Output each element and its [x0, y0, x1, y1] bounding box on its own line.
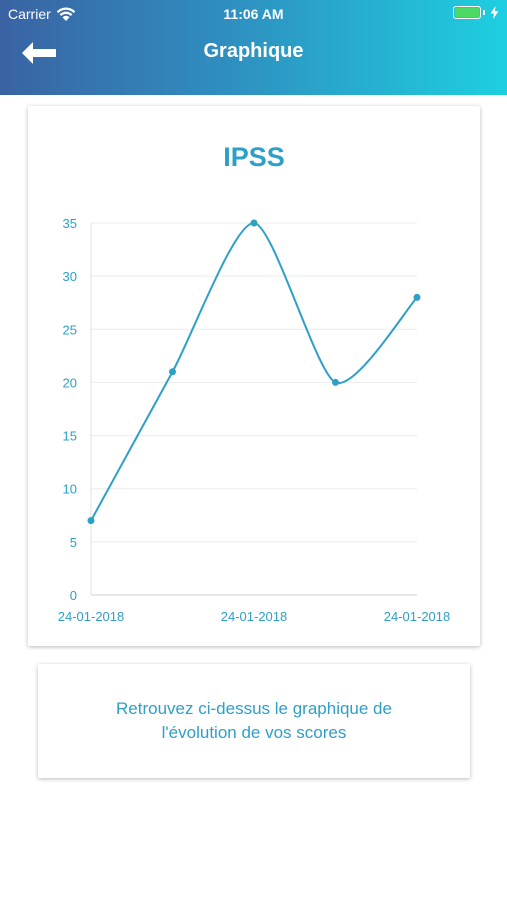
series-line — [90, 221, 418, 522]
chart-card: IPSS 0 5 10 15 20 25 30 35 24-01-2018 24-01-2018 2… — [28, 106, 480, 646]
data-point — [87, 517, 95, 525]
app-header: Carrier 11:06 AM Graphique — [0, 0, 507, 95]
y-tick-label: 0 — [70, 588, 77, 603]
status-bar: Carrier 11:06 AM — [0, 0, 507, 28]
back-button[interactable] — [20, 40, 60, 66]
battery-level-fill — [455, 8, 479, 17]
arrow-left-icon — [22, 42, 56, 64]
status-time: 11:06 AM — [223, 6, 284, 22]
data-point — [250, 219, 258, 227]
carrier-label: Carrier — [8, 6, 51, 22]
y-tick-label: 5 — [70, 535, 77, 550]
x-tick-label: 24-01-2018 — [221, 609, 288, 624]
battery-indicator — [453, 6, 499, 19]
charging-bolt-icon — [490, 6, 499, 19]
y-tick-label: 25 — [63, 322, 77, 337]
info-card: Retrouvez ci-dessus le graphique de l'év… — [38, 664, 470, 778]
carrier-group: Carrier — [8, 6, 76, 22]
page-title: Graphique — [203, 40, 304, 62]
y-tick-label: 15 — [63, 429, 77, 444]
y-tick-label: 35 — [63, 216, 77, 231]
x-tick-label: 24-01-2018 — [58, 609, 125, 624]
data-point — [413, 293, 421, 301]
data-point — [332, 378, 339, 386]
y-tick-label: 20 — [63, 375, 77, 390]
wifi-icon — [56, 6, 76, 21]
battery-tip — [483, 10, 485, 15]
line-chart: 0 5 10 15 20 25 30 35 24-01-2018 24-01-2018 24-01-… — [58, 216, 451, 624]
info-text: Retrouvez ci-dessus le graphique de l'év… — [116, 699, 392, 742]
y-tick-label: 10 — [63, 482, 77, 497]
data-point — [169, 368, 176, 376]
chart-title: IPSS — [223, 142, 285, 172]
battery-icon — [453, 6, 481, 19]
x-tick-label: 24-01-2018 — [384, 609, 451, 624]
y-tick-label: 30 — [63, 269, 77, 284]
